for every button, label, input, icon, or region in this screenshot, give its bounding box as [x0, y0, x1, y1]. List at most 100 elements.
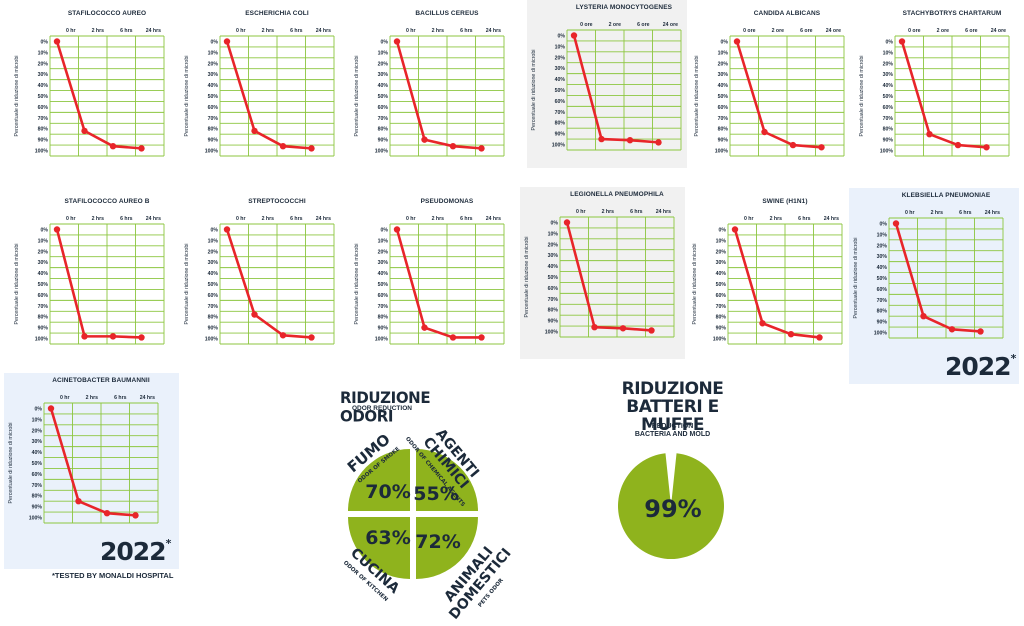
chart-panel-pseudomonas: PSEUDOMONAS 0 hr 2 hrs 6 hrs 24 hrs 0% 10% 20% 3…	[350, 194, 510, 359]
x-tick-label: 24 hrs	[985, 210, 1000, 216]
y-tick-label: 30%	[883, 72, 894, 78]
y-tick-label: 100%	[874, 331, 888, 337]
x-tick-label: 2 hrs	[262, 28, 275, 34]
y-tick-label: 0%	[719, 227, 727, 233]
x-tick-label: 24 hrs	[824, 216, 839, 222]
y-tick-label: 70%	[208, 304, 219, 310]
y-axis-label: Percentuale di riduzione di microbi	[859, 56, 865, 137]
y-tick-label: 20%	[378, 61, 389, 67]
data-point	[816, 334, 823, 341]
y-tick-label: 10%	[716, 238, 727, 244]
y-tick-label: 90%	[716, 326, 727, 332]
x-tick-label: 6 hrs	[798, 216, 811, 222]
y-tick-label: 30%	[877, 254, 888, 260]
y-tick-label: 80%	[32, 494, 43, 500]
x-tick-label: 24 ore	[826, 28, 841, 34]
x-tick-label: 2 hrs	[770, 216, 783, 222]
bacteria-title: RIDUZIONE BATTERI E MUFFE	[605, 380, 740, 434]
y-tick-label: 10%	[208, 238, 219, 244]
x-tick-label: 0 ore	[580, 22, 593, 28]
x-tick-label: 2 hrs	[432, 28, 445, 34]
y-tick-label: 70%	[883, 116, 894, 122]
y-tick-label: 30%	[32, 439, 43, 445]
chart-panel-candida: CANDIDA ALBICANS 0 ore 2 ore 6 ore 24 ore 0% 1…	[690, 6, 850, 171]
y-tick-label: 90%	[555, 132, 566, 138]
y-tick-label: 80%	[716, 315, 727, 321]
y-axis-label: Percentuale di riduzione di microbi	[524, 237, 530, 318]
y-tick-label: 90%	[38, 138, 49, 144]
x-tick-label: 2 hrs	[92, 28, 105, 34]
data-point	[81, 127, 88, 135]
x-tick-label: 6 hrs	[114, 395, 127, 401]
x-tick-label: 6 hrs	[120, 216, 133, 222]
series-line	[900, 41, 987, 149]
y-tick-label: 20%	[555, 55, 566, 61]
y-tick-label: 0%	[721, 39, 729, 45]
chart-title: LYSTERIA MONOCYTOGENES	[576, 4, 673, 11]
y-tick-label: 40%	[38, 83, 49, 89]
y-axis-label: Percentuale di riduzione di microbi	[184, 244, 190, 325]
x-tick-label: 2 hrs	[262, 216, 275, 222]
y-tick-label: 70%	[716, 304, 727, 310]
series-line	[565, 222, 652, 332]
y-tick-label: 70%	[38, 116, 49, 122]
x-tick-label: 0 ore	[908, 28, 921, 34]
data-point	[251, 127, 258, 135]
y-tick-label: 80%	[378, 127, 389, 133]
y-tick-label: 90%	[32, 505, 43, 511]
data-point	[731, 226, 739, 233]
data-point	[655, 139, 662, 146]
y-tick-label: 30%	[548, 253, 559, 259]
y-tick-label: 30%	[38, 260, 49, 266]
x-tick-label: 24 hrs	[146, 216, 161, 222]
data-point	[478, 334, 485, 341]
y-tick-label: 70%	[38, 304, 49, 310]
line-chart: ACINETOBACTER BAUMANNII 0 hr 2 hrs 6 hrs 24 …	[8, 377, 159, 524]
y-tick-label: 40%	[718, 83, 729, 89]
data-point	[920, 312, 927, 320]
data-point	[892, 220, 900, 227]
y-tick-label: 80%	[38, 315, 49, 321]
y-tick-label: 100%	[713, 337, 727, 343]
x-tick-label: 2 ore	[609, 22, 622, 28]
data-point	[279, 332, 287, 339]
chart-panel-escherichia-coli: ESCHERICHIA COLI 0 hr 2 hrs 6 hrs 24 hrs 0% 10…	[180, 6, 340, 171]
y-axis-label: Percentuale di riduzione di microbi	[853, 238, 859, 319]
series-line	[395, 41, 482, 150]
data-point	[449, 142, 457, 150]
chart-panel-bacillus-cereus: BACILLUS CEREUS 0 hr 2 hrs 6 hrs 24 hrs 0% 10%…	[350, 6, 510, 171]
data-point	[223, 38, 231, 45]
y-tick-label: 70%	[548, 297, 559, 303]
x-tick-label: 2 hrs	[86, 395, 99, 401]
chart-panel-streptococchi: STREPTOCOCCHI 0 hr 2 hrs 6 hrs 24 hrs 0% 10% 20…	[180, 194, 340, 359]
series-line	[55, 41, 142, 150]
line-chart: STAFILOCOCCO AUREO B 0 hr 2 hrs 6 hrs 24 hrs…	[14, 198, 165, 345]
line-chart: STREPTOCOCCHI 0 hr 2 hrs 6 hrs 24 hrs 0% 10% 20…	[184, 198, 335, 345]
y-tick-label: 100%	[35, 149, 49, 155]
y-tick-label: 10%	[555, 44, 566, 50]
y-tick-label: 90%	[378, 326, 389, 332]
y-axis-label: Percentuale di riduzione di microbi	[8, 423, 14, 504]
x-tick-label: 0 hr	[236, 216, 246, 222]
line-chart: LEGIONELLA PNEUMOPHILA 0 hr 2 hrs 6 hrs 24 h…	[524, 191, 675, 338]
bacteria-title-line2: BATTERI E MUFFE	[626, 397, 719, 435]
line-chart: STAFILOCOCCO AUREO 0 hr 2 hrs 6 hrs 24 hrs 0%…	[14, 10, 165, 157]
chart-title: ESCHERICHIA COLI	[245, 10, 309, 17]
y-tick-label: 0%	[381, 227, 389, 233]
x-tick-label: 6 hrs	[290, 216, 303, 222]
y-tick-label: 90%	[877, 320, 888, 326]
y-tick-label: 70%	[877, 298, 888, 304]
series-line	[733, 229, 820, 339]
x-tick-label: 6 hrs	[460, 216, 473, 222]
y-tick-label: 20%	[716, 249, 727, 255]
data-point	[449, 334, 457, 341]
y-tick-label: 50%	[378, 282, 389, 288]
y-tick-label: 60%	[718, 105, 729, 111]
x-tick-label: 2 hrs	[432, 216, 445, 222]
chart-panel-stachybotrys: STACHYBOTRYS CHARTARUM 0 ore 2 ore 6 ore 24 …	[855, 6, 1015, 171]
x-tick-label: 24 hrs	[140, 395, 155, 401]
y-tick-label: 40%	[877, 265, 888, 271]
y-tick-label: 50%	[555, 88, 566, 94]
odor-value-label: 72%	[415, 531, 460, 553]
